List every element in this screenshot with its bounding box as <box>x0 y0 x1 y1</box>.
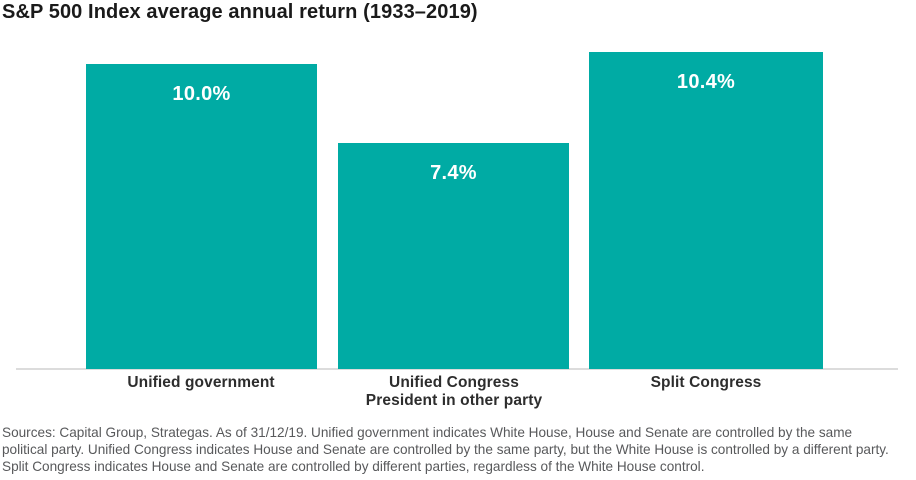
category-label-line: Split Congress <box>650 374 762 391</box>
category-label-split-congress: Split Congress <box>651 374 762 392</box>
category-label-line: Unified Congress <box>389 374 519 391</box>
bar-unified-government: 10.0% <box>86 64 317 369</box>
category-label-unified-government: Unified government <box>127 374 274 392</box>
category-label-line: President in other party <box>365 392 543 409</box>
bar-split-congress: 10.4% <box>589 52 823 369</box>
bar-value-label: 10.0% <box>172 83 231 105</box>
bar-value-label: 7.4% <box>430 162 477 184</box>
x-axis-line <box>16 368 898 370</box>
source-note: Sources: Capital Group, Strategas. As of… <box>2 425 889 474</box>
bar-unified-congress: 7.4% <box>338 143 569 369</box>
bar-value-label: 10.4% <box>676 71 736 93</box>
category-label-unified-congress: Unified Congress President in other part… <box>366 374 542 410</box>
chart-title: S&P 500 Index average annual return (193… <box>2 1 478 23</box>
category-label-line: Unified government <box>127 374 275 391</box>
